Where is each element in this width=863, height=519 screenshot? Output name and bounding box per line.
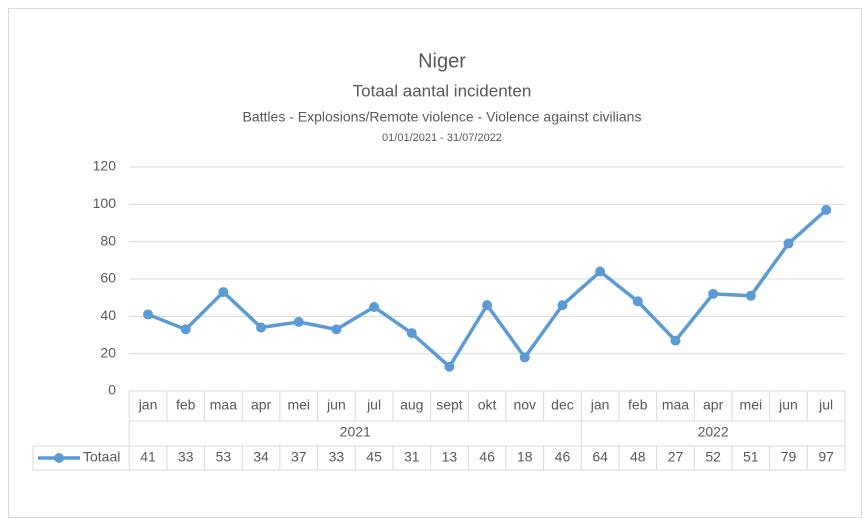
chart-title: Niger bbox=[418, 50, 466, 72]
data-point bbox=[595, 266, 606, 277]
table-value: 48 bbox=[630, 449, 646, 465]
legend-label: Totaal bbox=[83, 449, 120, 465]
x-tick-label: jul bbox=[366, 397, 381, 413]
table-value: 37 bbox=[291, 449, 307, 465]
x-tick-label: aug bbox=[400, 397, 423, 413]
table-value: 46 bbox=[479, 449, 495, 465]
table-value: 97 bbox=[818, 449, 834, 465]
data-point bbox=[406, 328, 417, 339]
x-tick-label: apr bbox=[703, 397, 724, 413]
table-value: 31 bbox=[404, 449, 420, 465]
data-point bbox=[519, 352, 530, 363]
table-value: 51 bbox=[743, 449, 759, 465]
x-tick-label: maa bbox=[210, 397, 237, 413]
x-tick-label: nov bbox=[513, 397, 536, 413]
x-tick-label: mei bbox=[287, 397, 310, 413]
y-tick-label: 100 bbox=[93, 195, 117, 211]
x-tick-label: maa bbox=[662, 397, 689, 413]
data-point bbox=[632, 296, 643, 307]
table-value: 13 bbox=[442, 449, 458, 465]
data-point bbox=[670, 335, 681, 346]
x-tick-label: sept bbox=[436, 397, 463, 413]
y-tick-label: 60 bbox=[100, 270, 116, 286]
table-value: 41 bbox=[140, 449, 156, 465]
y-tick-label: 40 bbox=[100, 307, 116, 323]
table-value: 79 bbox=[781, 449, 797, 465]
table-value: 53 bbox=[216, 449, 232, 465]
data-point bbox=[331, 324, 342, 335]
x-tick-label: apr bbox=[251, 397, 272, 413]
data-point bbox=[218, 287, 229, 298]
table-value: 64 bbox=[592, 449, 608, 465]
y-tick-label: 80 bbox=[100, 232, 116, 248]
data-point bbox=[293, 316, 304, 327]
y-tick-label: 20 bbox=[100, 344, 116, 360]
x-tick-label: jan bbox=[590, 397, 610, 413]
data-point bbox=[708, 288, 719, 299]
x-tick-label: jan bbox=[138, 397, 158, 413]
table-value: 33 bbox=[329, 449, 345, 465]
date-range: 01/01/2021 - 31/07/2022 bbox=[382, 132, 502, 144]
x-tick-label: feb bbox=[176, 397, 196, 413]
x-tick-label: okt bbox=[478, 397, 497, 413]
data-point bbox=[821, 204, 832, 215]
x-tick-label: feb bbox=[628, 397, 648, 413]
table-value: 18 bbox=[517, 449, 533, 465]
chart-subtitle: Totaal aantal incidenten bbox=[353, 81, 532, 100]
data-point bbox=[180, 324, 191, 335]
data-point bbox=[143, 309, 154, 320]
data-point bbox=[369, 302, 380, 312]
x-tick-label: mei bbox=[740, 397, 763, 413]
x-tick-label: jul bbox=[818, 397, 833, 413]
y-tick-label: 0 bbox=[108, 382, 116, 398]
chart-border bbox=[8, 8, 862, 518]
table-value: 45 bbox=[366, 449, 382, 465]
table-value: 52 bbox=[705, 449, 721, 465]
data-point bbox=[557, 300, 568, 311]
y-tick-label: 120 bbox=[93, 158, 117, 174]
table-value: 34 bbox=[253, 449, 269, 465]
table-value: 33 bbox=[178, 449, 194, 465]
data-point bbox=[444, 361, 455, 372]
x-tick-label: dec bbox=[551, 397, 574, 413]
x-tick-label: jun bbox=[778, 397, 798, 413]
group-label: 2022 bbox=[698, 424, 729, 440]
series-line bbox=[147, 208, 828, 369]
group-label: 2021 bbox=[340, 424, 371, 440]
table-value: 27 bbox=[668, 449, 684, 465]
data-point bbox=[256, 322, 267, 333]
x-tick-label: jun bbox=[326, 397, 346, 413]
legend-marker bbox=[54, 453, 64, 463]
table-value: 46 bbox=[555, 449, 571, 465]
data-point bbox=[783, 238, 794, 249]
data-point bbox=[482, 300, 493, 311]
data-point bbox=[745, 290, 756, 301]
chart-subtitle: Battles - Explosions/Remote violence - V… bbox=[243, 109, 642, 125]
